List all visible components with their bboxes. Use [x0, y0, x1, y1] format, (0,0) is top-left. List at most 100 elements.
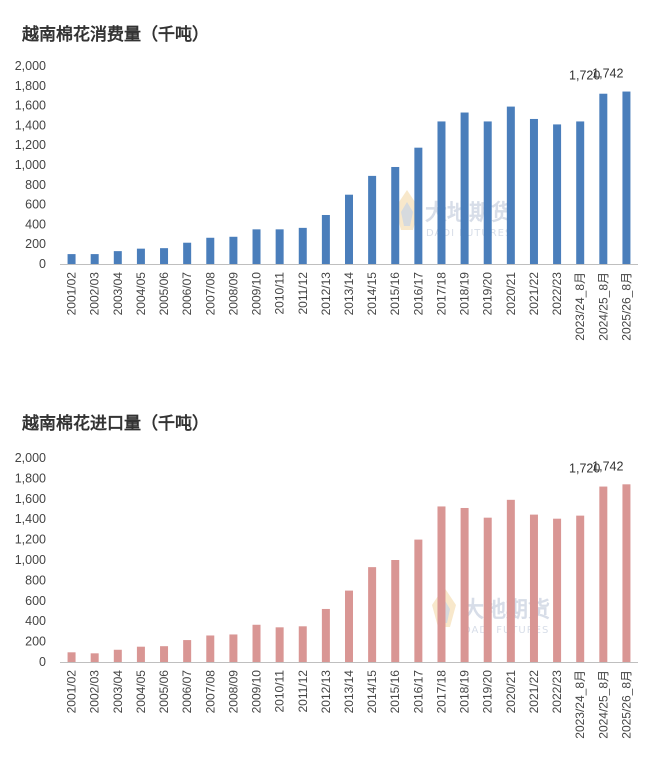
x-tick-label: 2022/23	[550, 272, 564, 316]
bar	[506, 499, 515, 662]
x-tick-label: 2023/24_8月	[573, 670, 587, 739]
bar	[576, 121, 585, 264]
x-tick-label: 2011/12	[296, 670, 310, 713]
x-tick-label: 2012/13	[319, 272, 333, 316]
x-tick-label: 2008/09	[226, 670, 240, 714]
y-tick-label: 1,600	[15, 99, 46, 113]
x-tick-label: 2001/02	[65, 670, 79, 714]
watermark-logo-icon	[395, 190, 419, 230]
x-tick-label: 2022/23	[550, 670, 564, 714]
bar	[599, 93, 608, 264]
y-tick-label: 600	[25, 198, 46, 212]
bar	[252, 229, 261, 264]
x-tick-label: 2025/26_8月	[619, 670, 633, 739]
y-tick-label: 1,400	[15, 118, 46, 132]
y-tick-label: 1,200	[15, 138, 46, 152]
bar	[368, 175, 377, 264]
bar	[183, 242, 192, 264]
bar	[160, 248, 169, 264]
bar	[345, 194, 353, 264]
chart-2-title: 越南棉花进口量（千吨）	[22, 414, 209, 434]
data-label: 1,720	[569, 462, 600, 476]
bar	[414, 147, 423, 264]
x-tick-label: 2017/18	[434, 272, 448, 316]
x-tick-label: 2007/08	[203, 272, 217, 316]
x-tick-label: 2013/14	[342, 670, 356, 714]
bar	[599, 486, 608, 662]
bar	[321, 608, 330, 662]
bar	[160, 646, 169, 662]
x-tick-label: 2011/12	[296, 272, 310, 315]
x-tick-label: 2002/03	[88, 670, 102, 714]
x-tick-label: 2017/18	[434, 670, 448, 714]
bar	[252, 624, 261, 662]
x-tick-label: 2024/25_8月	[596, 272, 610, 341]
x-tick-label: 2020/21	[504, 670, 518, 714]
bar	[229, 634, 238, 662]
bar	[506, 106, 515, 264]
bar	[298, 227, 307, 264]
x-tick-label: 2006/07	[180, 670, 194, 714]
bar	[321, 214, 330, 264]
y-tick-label: 1,000	[15, 553, 46, 567]
bar	[206, 237, 215, 264]
x-tick-label: 2009/10	[250, 272, 264, 316]
chart-1-title: 越南棉花消费量（千吨）	[22, 25, 209, 45]
x-tick-label: 2021/22	[527, 272, 541, 316]
x-tick-label: 2013/14	[342, 272, 356, 316]
bar	[529, 118, 538, 264]
bar	[553, 124, 562, 264]
x-tick-label: 2012/13	[319, 670, 333, 714]
bar	[67, 254, 76, 264]
y-tick-label: 800	[25, 178, 46, 192]
x-tick-label: 2021/22	[527, 670, 541, 714]
bar	[275, 229, 284, 264]
y-tick-label: 400	[25, 217, 46, 231]
y-tick-label: 2,000	[15, 59, 46, 73]
x-tick-label: 2018/19	[458, 670, 472, 714]
bar	[113, 649, 122, 662]
x-tick-label: 2001/02	[65, 272, 79, 316]
x-tick-label: 2006/07	[180, 272, 194, 316]
x-tick-label: 2008/09	[226, 272, 240, 316]
y-tick-label: 1,000	[15, 158, 46, 172]
x-tick-label: 2020/21	[504, 272, 518, 316]
watermark-subtext: DADI FUTURES	[463, 625, 549, 636]
x-tick-label: 2004/05	[134, 272, 148, 316]
bar	[275, 627, 284, 662]
bar	[206, 635, 215, 662]
y-tick-label: 1,600	[15, 492, 46, 506]
bar	[298, 626, 307, 662]
x-tick-label: 2010/11	[273, 670, 287, 713]
bar	[183, 640, 192, 662]
bar	[483, 517, 492, 662]
x-tick-label: 2003/04	[111, 670, 125, 714]
x-tick-label: 2014/15	[365, 670, 379, 714]
y-tick-label: 2,000	[15, 451, 46, 465]
bar	[391, 166, 400, 264]
x-tick-label: 2005/06	[157, 670, 171, 714]
x-tick-label: 2019/20	[481, 670, 495, 714]
x-tick-label: 2005/06	[157, 272, 171, 316]
bar	[368, 567, 377, 662]
x-tick-label: 2009/10	[250, 670, 264, 714]
data-label: 1,720	[569, 69, 600, 83]
bar	[229, 236, 238, 264]
bar	[437, 121, 446, 264]
bar	[622, 484, 631, 662]
y-tick-label: 400	[25, 614, 46, 628]
y-tick-label: 1,400	[15, 512, 46, 526]
y-tick-label: 1,200	[15, 533, 46, 547]
x-tick-label: 2016/17	[411, 272, 425, 316]
x-tick-label: 2002/03	[88, 272, 102, 316]
bar	[553, 518, 562, 662]
bar	[90, 254, 99, 264]
watermark-subtext: DADI FUTURES	[426, 228, 512, 239]
x-tick-label: 2025/26_8月	[619, 272, 633, 341]
bar	[483, 121, 492, 264]
bar	[437, 506, 446, 662]
data-label: 1,742	[592, 67, 623, 81]
y-tick-label: 1,800	[15, 471, 46, 485]
x-tick-label: 2015/16	[388, 272, 402, 316]
